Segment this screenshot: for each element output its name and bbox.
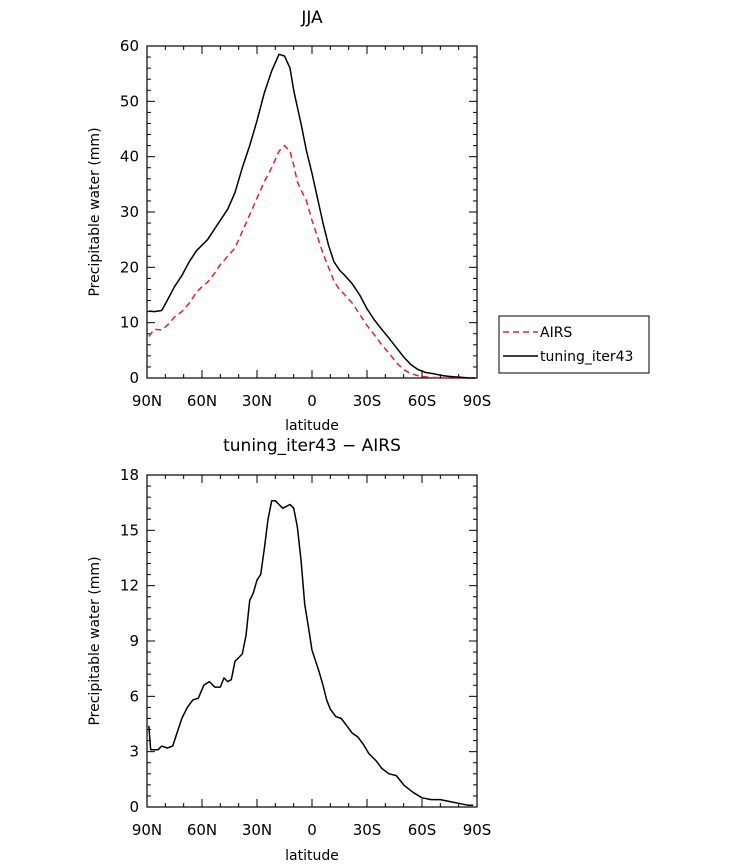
bottom-panel: tuning_iter43 − AIRS 0 3 6 9 12 15 18 90N 60N 30…: [87, 436, 491, 864]
top-series-line-0: [148, 144, 476, 379]
top-x-tick-label: 30S: [353, 392, 382, 410]
top-x-tick-label: 30N: [242, 392, 272, 410]
bottom-x-tick-label: 90S: [463, 821, 492, 839]
top-y-tick-label: 50: [120, 92, 139, 110]
top-x-axis-label: latitude: [285, 418, 339, 434]
bottom-ticks: [146, 474, 478, 808]
bottom-x-tick-label: 30S: [353, 821, 382, 839]
top-y-axis-label: Precipitable water (mm): [87, 127, 103, 296]
bottom-x-axis-label: latitude: [285, 848, 339, 864]
top-panel: JJA 0 10 20 30 40 50 60 90N 60N 30N 0 30S 60S 90S la…: [87, 8, 491, 434]
bottom-y-tick-label: 15: [120, 521, 139, 539]
bottom-y-tick-label: 6: [129, 687, 139, 705]
top-x-tick-label: 90N: [132, 392, 162, 410]
bottom-x-tick-label: 30N: [242, 821, 272, 839]
top-y-tick-label: 30: [120, 203, 139, 221]
bottom-x-tick-label: 60N: [187, 821, 217, 839]
top-y-tick-label: 0: [129, 369, 139, 387]
bottom-chart-title: tuning_iter43 − AIRS: [223, 436, 401, 456]
bottom-plot-frame: [146, 474, 478, 808]
legend-label-airs: AIRS: [540, 325, 572, 341]
bottom-series: [148, 500, 474, 806]
bottom-series-line-0: [148, 500, 474, 806]
top-x-tick-labels: 90N 60N 30N 0 30S 60S 90S: [132, 392, 491, 410]
top-ticks: [146, 45, 478, 379]
top-plot-frame: [146, 45, 478, 379]
top-series-line-1: [148, 53, 476, 379]
top-y-tick-label: 20: [120, 258, 139, 276]
top-chart-title: JJA: [300, 8, 323, 28]
top-y-tick-label: 10: [120, 314, 139, 332]
top-series: [148, 53, 476, 379]
bottom-y-tick-label: 0: [129, 798, 139, 816]
bottom-x-tick-label: 0: [307, 821, 317, 839]
legend-box: [498, 315, 650, 374]
top-x-tick-label: 60S: [408, 392, 437, 410]
bottom-y-tick-label: 3: [129, 743, 139, 761]
top-x-tick-label: 60N: [187, 392, 217, 410]
bottom-x-tick-labels: 90N 60N 30N 0 30S 60S 90S: [132, 821, 491, 839]
bottom-y-tick-label: 9: [129, 632, 139, 650]
bottom-y-tick-label: 18: [120, 466, 139, 484]
bottom-y-axis-label: Precipitable water (mm): [87, 556, 103, 725]
top-y-tick-labels: 0 10 20 30 40 50 60: [120, 37, 139, 387]
bottom-y-tick-labels: 0 3 6 9 12 15 18: [120, 466, 139, 816]
top-y-tick-label: 60: [120, 37, 139, 55]
top-x-tick-label: 0: [307, 392, 317, 410]
bottom-y-tick-label: 12: [120, 577, 139, 595]
top-y-tick-label: 40: [120, 148, 139, 166]
bottom-x-tick-label: 60S: [408, 821, 437, 839]
top-x-tick-label: 90S: [463, 392, 492, 410]
legend: AIRS tuning_iter43: [498, 315, 650, 374]
bottom-x-tick-label: 90N: [132, 821, 162, 839]
legend-label-tuning: tuning_iter43: [540, 349, 633, 365]
